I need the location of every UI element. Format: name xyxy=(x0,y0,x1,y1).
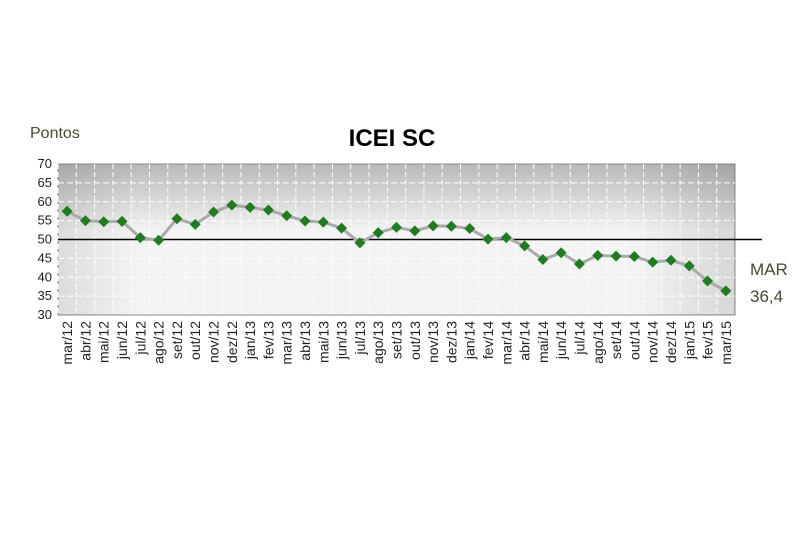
x-tick-label: ago/12 xyxy=(151,321,167,364)
x-tick-label: abr/12 xyxy=(77,321,93,361)
data-point-marker xyxy=(208,206,220,218)
data-point-marker xyxy=(409,225,421,237)
data-point-marker xyxy=(281,210,293,222)
x-tick-label: mar/14 xyxy=(498,321,514,365)
data-point-marker xyxy=(61,205,73,217)
data-point-marker xyxy=(317,216,329,228)
x-tick-label: mar/13 xyxy=(279,321,295,365)
x-tick-label: jul/14 xyxy=(571,321,587,356)
data-point-marker xyxy=(702,275,714,287)
data-point-marker xyxy=(464,223,476,235)
data-point-marker xyxy=(299,215,311,227)
x-tick-label: out/13 xyxy=(407,321,423,360)
data-point-marker xyxy=(189,218,201,230)
y-tick-label: 55 xyxy=(38,213,52,228)
data-point-marker xyxy=(244,201,256,213)
x-tick-label: set/14 xyxy=(608,321,624,359)
x-tick-label: dez/13 xyxy=(443,321,459,363)
x-tick-label: nov/14 xyxy=(645,321,661,363)
y-tick-label: 45 xyxy=(38,250,52,265)
data-point-marker xyxy=(391,221,402,233)
data-point-marker xyxy=(79,215,91,227)
y-tick-label: 65 xyxy=(38,175,52,190)
x-tick-label: mar/12 xyxy=(59,321,75,365)
y-tick-label: 70 xyxy=(38,156,52,171)
data-point-marker xyxy=(153,234,165,246)
data-point-marker xyxy=(134,232,146,244)
x-tick-label: jun/13 xyxy=(334,321,350,360)
x-tick-label: mai/14 xyxy=(535,321,551,363)
y-tick-label: 60 xyxy=(38,194,52,209)
data-point-marker xyxy=(427,220,439,232)
data-point-marker xyxy=(555,247,567,259)
data-point-marker xyxy=(647,256,659,268)
data-point-marker xyxy=(665,254,677,266)
x-tick-label: fev/14 xyxy=(480,321,496,359)
data-point-marker xyxy=(573,258,585,270)
data-point-marker xyxy=(116,215,128,227)
data-point-marker xyxy=(482,233,494,245)
series-markers xyxy=(61,199,732,297)
data-point-marker xyxy=(226,199,238,211)
y-axis-label: Pontos xyxy=(30,125,80,142)
data-point-marker xyxy=(519,240,531,252)
x-tick-label: ago/14 xyxy=(590,321,606,364)
x-tick-label: jan/13 xyxy=(242,321,258,360)
y-tick-label: 35 xyxy=(38,288,52,303)
data-point-marker xyxy=(610,250,622,262)
x-tick-label: dez/12 xyxy=(224,321,240,363)
x-tick-label: mai/12 xyxy=(96,321,112,363)
annotation-value: 36,4 xyxy=(750,287,783,306)
data-point-marker xyxy=(336,222,348,234)
data-point-marker xyxy=(98,216,110,228)
data-point-marker xyxy=(262,204,274,216)
data-point-marker xyxy=(445,220,457,232)
x-tick-label: out/12 xyxy=(187,321,203,360)
y-tick-label: 50 xyxy=(38,232,52,247)
y-tick-label: 40 xyxy=(38,269,52,284)
x-tick-label: fev/13 xyxy=(260,321,276,359)
data-point-marker xyxy=(171,213,183,225)
x-axis-ticks: mar/12 abr/12 mai/12 jun/12 jul/12 ago/12 set/… xyxy=(59,321,734,365)
x-tick-label: jun/14 xyxy=(553,321,569,360)
x-tick-label: abr/14 xyxy=(517,321,533,361)
x-tick-label: nov/12 xyxy=(206,321,222,363)
y-axis-ticks: 30 35 40 45 50 55 60 65 70 xyxy=(38,156,52,322)
data-point-marker xyxy=(592,249,604,261)
y-tick-label: 30 xyxy=(38,307,52,322)
x-tick-label: jan/14 xyxy=(462,321,478,360)
x-tick-label: mar/15 xyxy=(718,321,734,365)
data-point-marker xyxy=(354,237,366,249)
x-tick-label: jul/12 xyxy=(132,321,148,356)
x-tick-label: set/12 xyxy=(169,321,185,359)
data-point-marker xyxy=(628,250,640,262)
data-point-marker xyxy=(720,285,732,297)
x-tick-label: dez/14 xyxy=(663,321,679,363)
x-tick-label: mai/13 xyxy=(315,321,331,363)
annotation-label: MAR xyxy=(750,260,788,279)
x-tick-label: jan/15 xyxy=(681,321,697,360)
x-tick-label: out/14 xyxy=(626,321,642,360)
x-tick-label: set/13 xyxy=(389,321,405,359)
x-tick-label: abr/13 xyxy=(297,321,313,361)
x-tick-label: fev/15 xyxy=(700,321,716,359)
x-tick-label: jul/13 xyxy=(352,321,368,356)
data-point-marker xyxy=(500,232,512,244)
data-point-marker xyxy=(372,227,384,239)
x-tick-label: jun/12 xyxy=(114,321,130,360)
data-point-marker xyxy=(683,260,695,272)
data-point-marker xyxy=(537,254,549,266)
x-tick-label: nov/13 xyxy=(425,321,441,363)
chart-title: ICEI SC xyxy=(349,125,436,152)
x-tick-label: ago/13 xyxy=(370,321,386,364)
